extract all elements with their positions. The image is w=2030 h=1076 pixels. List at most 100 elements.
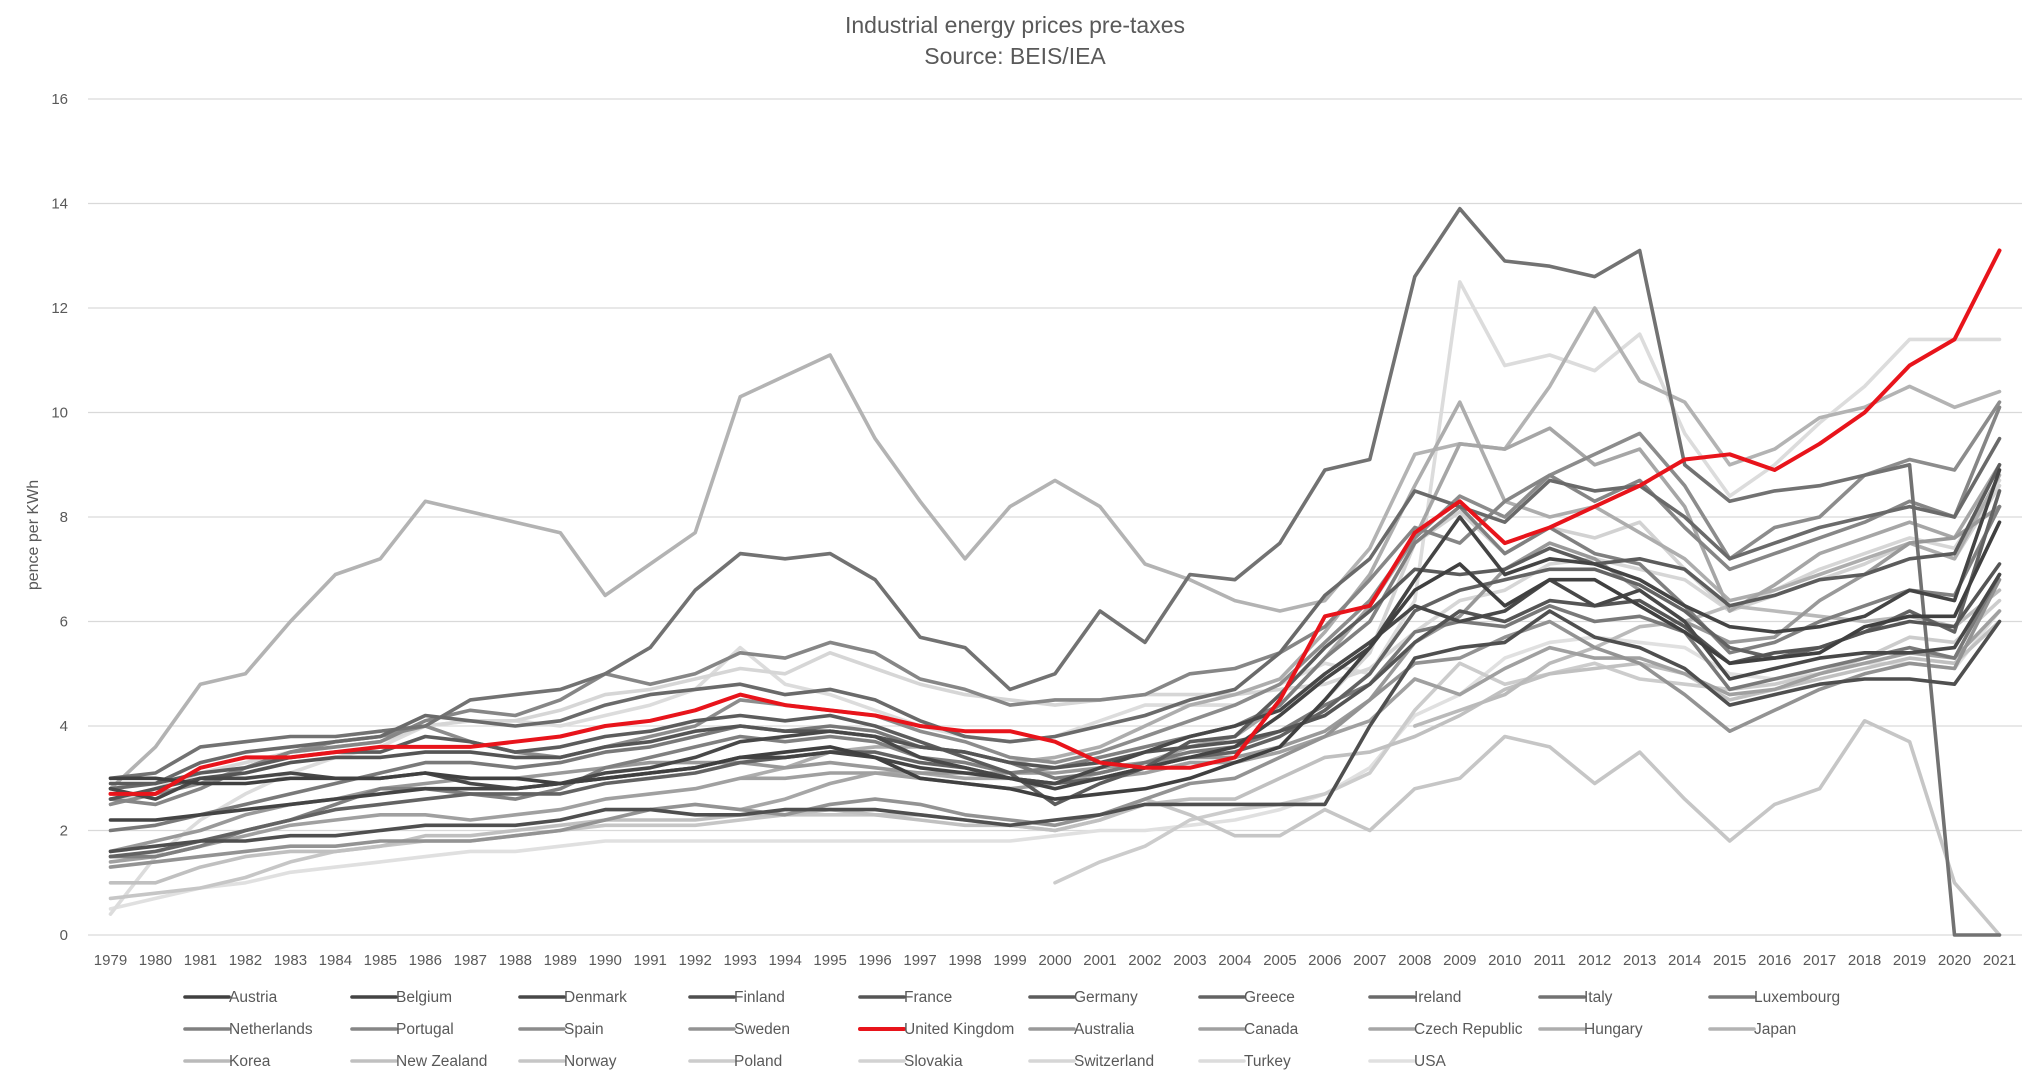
legend-item: Poland (688, 1053, 782, 1070)
x-tick-label: 2011 (1534, 952, 1566, 969)
x-tick-label: 1999 (993, 952, 1026, 969)
legend-item: Finland (688, 989, 785, 1006)
x-tick-label: 1997 (903, 952, 936, 969)
legend-item: Greece (1198, 989, 1295, 1006)
x-tick-label: 1979 (94, 952, 127, 969)
legend-label: Korea (229, 1053, 271, 1070)
series-line-germany (108, 463, 2002, 807)
legend-label: Switzerland (1074, 1053, 1154, 1070)
legend-item: Netherlands (183, 1021, 313, 1038)
x-tick-label: 1991 (634, 952, 667, 969)
legend-label: Greece (1244, 989, 1295, 1006)
y-tick-labels: 0 2 4 6 8 10 12 14 16 (51, 91, 68, 944)
legend-label: Portugal (396, 1021, 454, 1038)
x-tick-label: 2008 (1398, 952, 1431, 969)
x-tick-label: 1992 (678, 952, 711, 969)
y-tick-label: 8 (60, 509, 68, 526)
x-tick-label: 1988 (499, 952, 532, 969)
series-line-slovakia (1278, 483, 2002, 749)
legend-item: Austria (183, 989, 278, 1006)
x-tick-label: 1987 (454, 952, 487, 969)
legend-label: Spain (564, 1021, 604, 1038)
legend-label: Austria (229, 989, 278, 1006)
legend-label: New Zealand (396, 1053, 487, 1070)
series-line-sweden (108, 577, 2002, 869)
series-line-belgium (108, 468, 2002, 822)
series-line-italy (108, 206, 2002, 937)
x-tick-label: 2014 (1668, 952, 1701, 969)
y-tick-label: 12 (51, 300, 68, 317)
x-tick-label: 1980 (139, 952, 172, 969)
gridlines (88, 98, 2022, 936)
y-tick-label: 2 (60, 823, 68, 840)
legend-item: Italy (1538, 989, 1613, 1006)
legend-label: Japan (1754, 1021, 1796, 1038)
y-tick-label: 6 (60, 614, 68, 631)
y-tick-label: 16 (51, 91, 68, 108)
series-line-finland (108, 609, 2002, 854)
legend-label: Denmark (564, 989, 627, 1006)
chart-subtitle: Source: BEIS/IEA (924, 43, 1106, 69)
x-tick-label: 2015 (1713, 952, 1746, 969)
x-tick-label: 2001 (1083, 952, 1116, 969)
legend-label: Turkey (1244, 1053, 1291, 1070)
y-tick-label: 14 (51, 196, 68, 213)
x-tick-label: 1993 (723, 952, 756, 969)
y-tick-label: 0 (60, 927, 68, 944)
x-tick-label: 2012 (1578, 952, 1611, 969)
x-tick-label: 2019 (1893, 952, 1926, 969)
legend-item: Turkey (1198, 1053, 1291, 1070)
legend-item: Spain (518, 1021, 604, 1038)
series-line-portugal (108, 405, 2002, 807)
x-tick-label: 1985 (364, 952, 397, 969)
y-tick-label: 4 (60, 718, 68, 735)
legend: Austria Belgium Denmark Finland France German… (183, 989, 1840, 1070)
legend-item: New Zealand (350, 1053, 487, 1070)
x-tick-label: 2017 (1803, 952, 1836, 969)
legend-item: Denmark (518, 989, 627, 1006)
legend-item: Norway (518, 1053, 617, 1070)
x-tick-labels: 1979 1980 1981 1982 1983 1984 1985 1986 1987 1988… (94, 952, 2016, 969)
legend-item: Luxembourg (1708, 989, 1840, 1006)
legend-label: Slovakia (904, 1053, 963, 1070)
x-tick-label: 1989 (544, 952, 577, 969)
legend-label: Finland (734, 989, 785, 1006)
legend-label: Canada (1244, 1021, 1299, 1038)
x-tick-label: 1990 (589, 952, 622, 969)
chart-title: Industrial energy prices pre-taxes (845, 12, 1185, 38)
legend-label: Italy (1584, 989, 1613, 1006)
series-line-ireland (108, 436, 2002, 791)
series-lines (108, 206, 2002, 937)
x-tick-label: 1998 (948, 952, 981, 969)
legend-label: Germany (1074, 989, 1138, 1006)
series-line-france (108, 562, 2002, 801)
legend-label: Norway (564, 1053, 617, 1070)
legend-label: USA (1414, 1053, 1447, 1070)
x-tick-label: 2005 (1263, 952, 1296, 969)
legend-label: Luxembourg (1754, 989, 1840, 1006)
x-tick-label: 2013 (1623, 952, 1656, 969)
legend-label: Czech Republic (1414, 1021, 1523, 1038)
x-tick-label: 2003 (1173, 952, 1206, 969)
series-line-austria (108, 520, 2002, 801)
x-tick-label: 1982 (229, 952, 262, 969)
x-tick-label: 1994 (768, 952, 801, 969)
legend-label: Australia (1074, 1021, 1135, 1038)
legend-label: France (904, 989, 952, 1006)
x-tick-label: 2002 (1128, 952, 1161, 969)
legend-item: Portugal (350, 1021, 454, 1038)
x-tick-label: 2007 (1353, 952, 1386, 969)
legend-label: Netherlands (229, 1021, 313, 1038)
legend-item: Belgium (350, 989, 452, 1006)
y-axis-label: pence per KWh (25, 480, 42, 590)
legend-item: United Kingdom (858, 1021, 1014, 1038)
x-tick-label: 2016 (1758, 952, 1791, 969)
x-tick-label: 1996 (858, 952, 891, 969)
x-tick-label: 2000 (1038, 952, 1071, 969)
x-tick-label: 2006 (1308, 952, 1341, 969)
x-tick-label: 1984 (319, 952, 352, 969)
legend-item: Australia (1028, 1021, 1135, 1038)
legend-label: Poland (734, 1053, 782, 1070)
legend-label: United Kingdom (904, 1021, 1014, 1038)
